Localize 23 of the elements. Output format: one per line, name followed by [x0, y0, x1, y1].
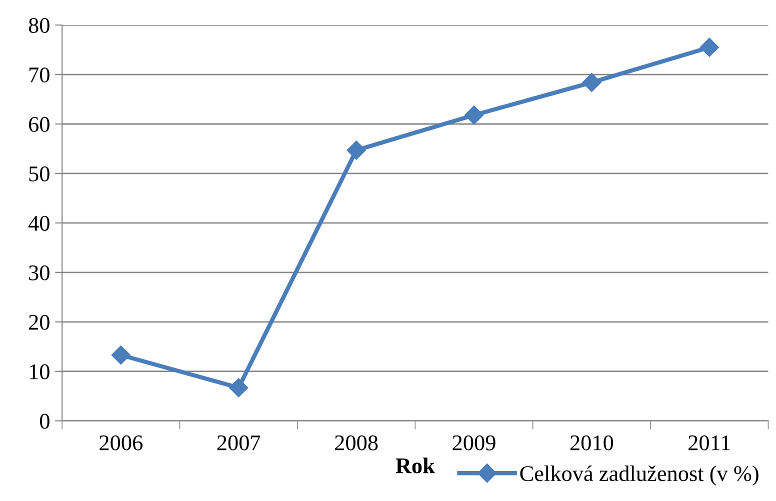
- point: [582, 72, 602, 92]
- y-tick-label: 50: [29, 166, 50, 182]
- point: [464, 106, 484, 125]
- y-tick-label: 70: [30, 67, 50, 82]
- y-tick-label: 0: [40, 414, 50, 429]
- y-tick-label: 80: [28, 18, 50, 33]
- x-tick-label: 2011: [688, 435, 730, 450]
- x-tick-label: 2010: [570, 435, 614, 450]
- y-tick-label: 60: [29, 116, 50, 132]
- y-tick-label: 10: [30, 364, 50, 380]
- x-tick-label: 2006: [100, 435, 142, 450]
- legend-label: Celková zadluženost (v %): [520, 465, 758, 486]
- y-tick-label: 20: [29, 314, 50, 330]
- point: [700, 38, 719, 57]
- y-tick-label: 40: [28, 216, 50, 231]
- x-tick-label: 2009: [452, 435, 496, 450]
- x-tick-label: 2008: [335, 435, 378, 450]
- x-tick-label: 2007: [217, 435, 260, 450]
- y-tick-label: 30: [29, 265, 50, 280]
- point: [229, 378, 248, 398]
- point: [111, 346, 130, 365]
- x-axis-title: Rok: [396, 458, 435, 474]
- point: [346, 140, 366, 160]
